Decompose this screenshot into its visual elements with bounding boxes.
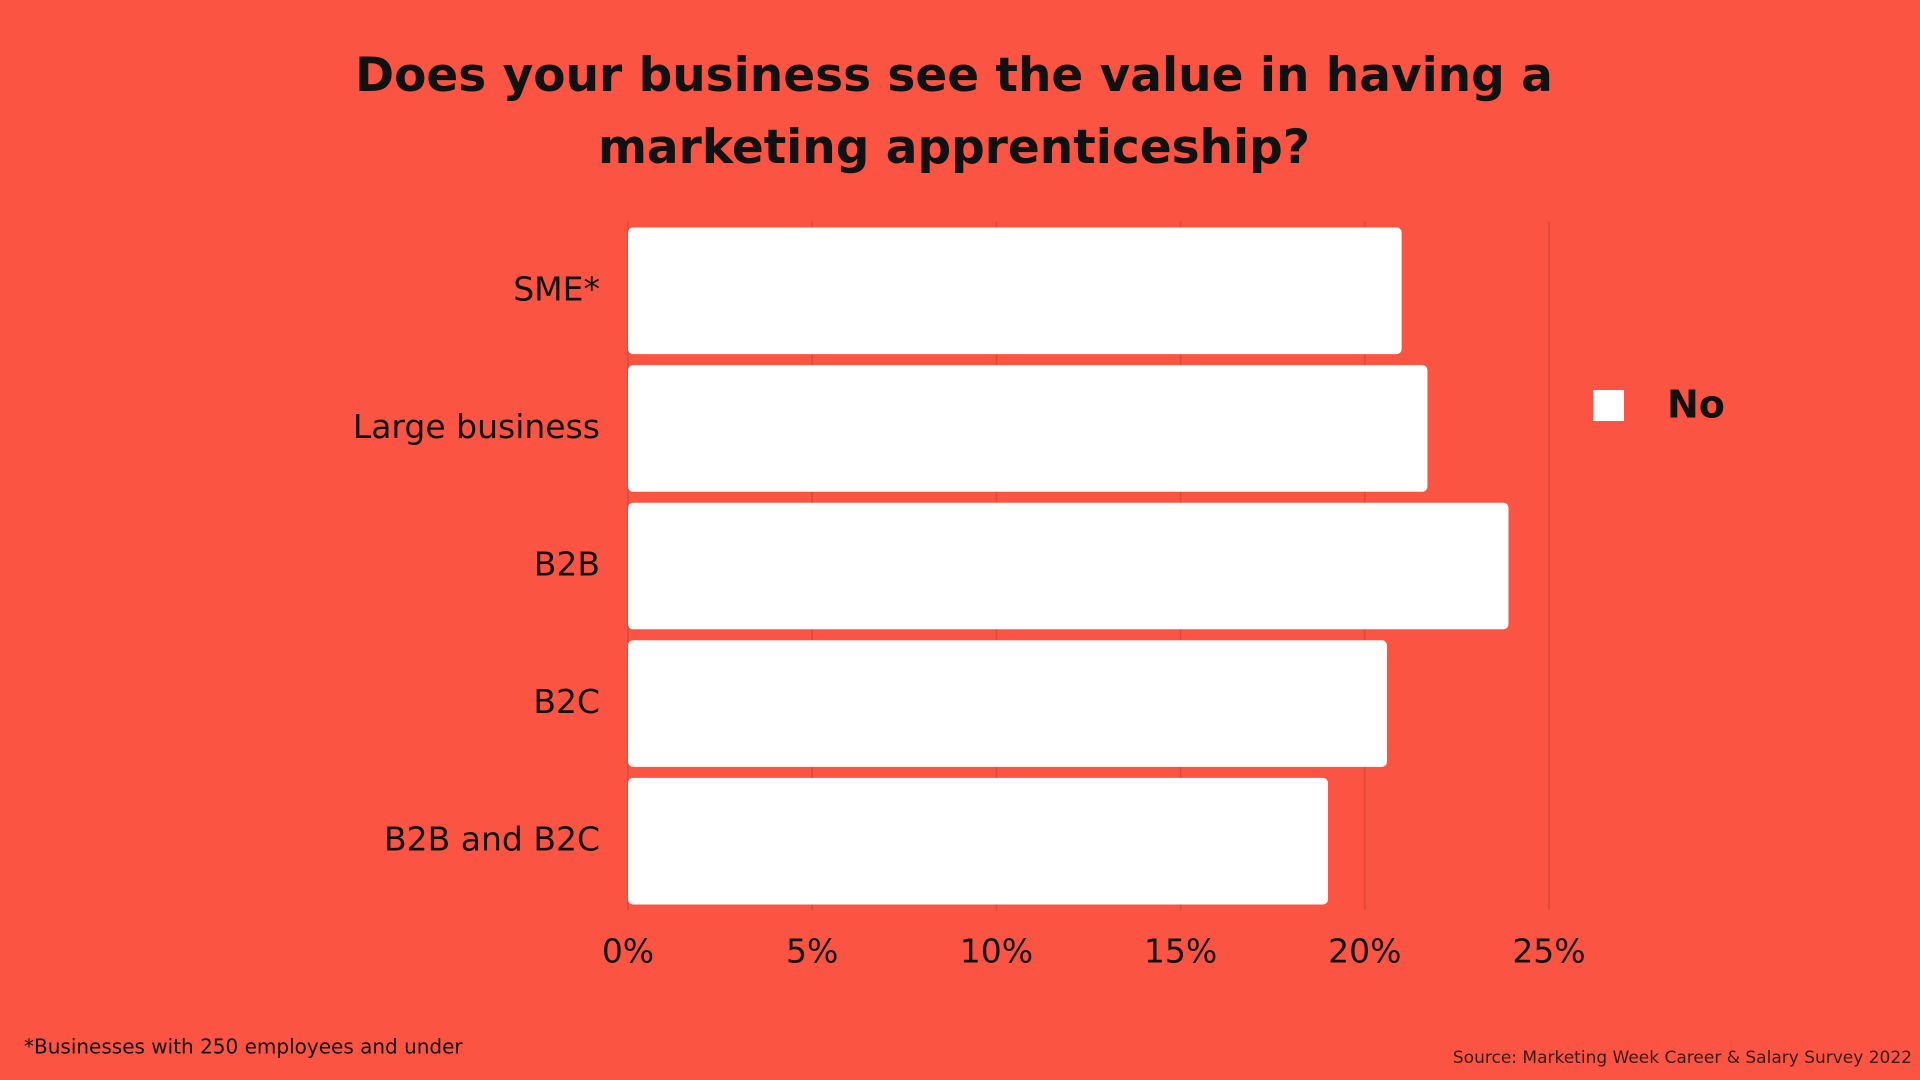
x-tick-label: 25% <box>1512 932 1585 971</box>
legend-label: No <box>1667 383 1725 427</box>
legend-swatch <box>1593 390 1624 421</box>
bar <box>628 365 1428 492</box>
bar <box>628 502 1509 630</box>
bar <box>628 640 1387 767</box>
bar <box>628 227 1402 355</box>
x-tick-label: 15% <box>1144 932 1217 971</box>
bar <box>628 777 1328 905</box>
chart-title: Does your business see the value in havi… <box>355 48 1553 175</box>
y-tick-label: B2B <box>534 545 600 584</box>
x-tick-label: 0% <box>602 932 654 971</box>
x-tick-label: 20% <box>1328 932 1401 971</box>
y-tick-label: B2B and B2C <box>384 820 600 859</box>
x-tick-label: 5% <box>786 932 838 971</box>
y-tick-label: B2C <box>533 682 600 721</box>
source: Source: Marketing Week Career & Salary S… <box>1453 1048 1912 1068</box>
footnote: *Businesses with 250 employees and under <box>24 1035 463 1059</box>
y-tick-label: Large business <box>353 407 600 446</box>
y-tick-label: SME* <box>513 269 600 308</box>
x-tick-label: 10% <box>960 932 1033 971</box>
